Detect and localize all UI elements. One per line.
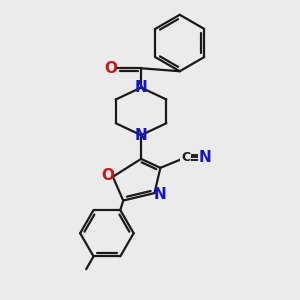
Text: C: C xyxy=(181,151,190,164)
Text: N: N xyxy=(135,80,148,95)
Text: O: O xyxy=(101,168,114,183)
Text: O: O xyxy=(104,61,117,76)
Text: N: N xyxy=(135,128,148,142)
Text: N: N xyxy=(199,150,212,165)
Text: N: N xyxy=(153,187,166,202)
